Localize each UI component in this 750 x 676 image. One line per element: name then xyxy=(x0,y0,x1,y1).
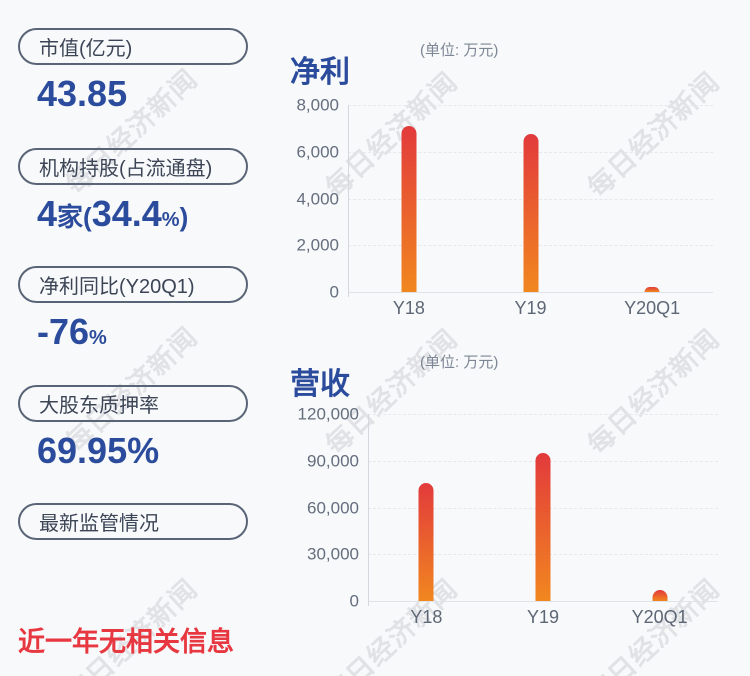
stat-label: 最新监管情况 xyxy=(39,513,159,535)
stat-label-pill: 机构持股(占流通盘) xyxy=(18,148,248,185)
y-tick-label: 120,000 xyxy=(297,404,359,424)
net-profit-chart-unit: (单位: 万元) xyxy=(420,42,499,59)
stat-label: 净利同比(Y20Q1) xyxy=(39,276,195,298)
x-tick-label: Y20Q1 xyxy=(624,298,681,318)
y-tick-label: 8,000 xyxy=(296,95,339,115)
stat-institutional-holdings: 机构持股(占流通盘) 4家(34.4%) xyxy=(18,148,248,232)
y-tick-label: 60,000 xyxy=(307,498,359,517)
y-tick-label: 30,000 xyxy=(307,544,359,564)
x-tick-label: Y18 xyxy=(392,298,425,318)
stat-label-pill: 最新监管情况 xyxy=(18,503,248,540)
x-tick-label: Y19 xyxy=(514,298,547,318)
y-tick-label: 0 xyxy=(349,591,359,611)
y-tick-label: 2,000 xyxy=(296,235,339,255)
stat-label: 市值(亿元) xyxy=(39,38,133,60)
stat-value-percent-sign: % xyxy=(161,209,180,231)
revenue-chart-unit: (单位: 万元) xyxy=(420,354,499,371)
y-tick-label: 4,000 xyxy=(296,189,339,208)
stat-label-pill: 大股东质押率 xyxy=(18,385,248,422)
x-axis-line xyxy=(368,601,718,602)
stat-value-unit: 家( xyxy=(57,202,92,232)
stat-value-number: 34.4 xyxy=(91,193,162,234)
stat-label-pill: 净利同比(Y20Q1) xyxy=(18,266,248,303)
stat-value-number: 43.85 xyxy=(37,73,128,114)
x-tick-label: Y19 xyxy=(526,607,560,627)
y-tick-label: 0 xyxy=(329,282,339,302)
gridline xyxy=(368,414,718,415)
stat-value: 4家(34.4%) xyxy=(37,196,248,232)
stat-value-paren: ) xyxy=(179,202,189,232)
stat-value-percent-sign: % xyxy=(89,327,107,349)
stat-value: 69.95% xyxy=(37,433,248,469)
stat-pledge-ratio: 大股东质押率 69.95% xyxy=(18,385,248,469)
bar-Y20Q1 xyxy=(644,287,660,292)
revenue-chart-title: 营收 xyxy=(290,367,350,401)
y-axis-line xyxy=(348,105,349,297)
y-tick-label: 6,000 xyxy=(296,142,339,162)
stat-value-number: 4 xyxy=(37,193,58,234)
x-tick-label: Y18 xyxy=(410,607,443,627)
stat-value-number: -76 xyxy=(37,311,90,352)
stat-latest-regulation: 最新监管情况 xyxy=(18,503,248,540)
stat-label-pill: 市值(亿元) xyxy=(18,28,248,65)
no-related-info-note: 近一年无相关信息 xyxy=(18,627,234,657)
net-profit-chart-plot: 8,000 6,000 4,000 2,000 0 Y18 Y19 Y20Q1 xyxy=(296,97,713,317)
stat-net-profit-yoy: 净利同比(Y20Q1) -76% xyxy=(18,266,248,350)
stat-value: 43.85 xyxy=(37,76,248,112)
stat-value-number: 69.95% xyxy=(37,430,160,471)
revenue-chart-plot: 120,000 90,000 60,000 30,000 0 Y18 Y19 Y… xyxy=(298,406,718,626)
x-axis-line xyxy=(348,292,713,293)
bar-Y19 xyxy=(523,134,538,292)
bar-Y19 xyxy=(535,452,551,601)
bar-Y18 xyxy=(418,483,434,601)
stat-label: 机构持股(占流通盘) xyxy=(39,158,213,180)
y-tick-label: 90,000 xyxy=(307,451,359,471)
gridline xyxy=(348,105,713,106)
stat-value: -76% xyxy=(37,314,248,350)
x-tick-label: Y20Q1 xyxy=(631,607,688,627)
bar-Y18 xyxy=(401,126,417,292)
stat-label: 大股东质押率 xyxy=(39,395,159,417)
y-axis-line xyxy=(368,414,369,606)
stat-market-cap: 市值(亿元) 43.85 xyxy=(18,28,248,112)
bar-Y20Q1 xyxy=(652,590,668,601)
net-profit-chart-title: 净利 xyxy=(290,55,350,89)
